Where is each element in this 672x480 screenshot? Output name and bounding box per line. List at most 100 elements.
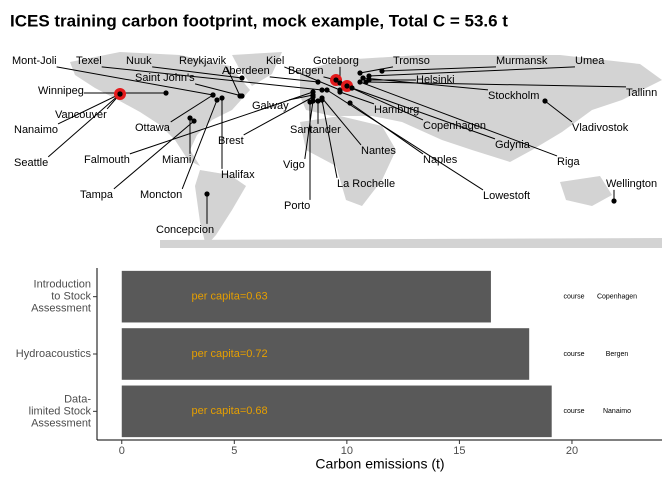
city-label: Texel xyxy=(76,55,102,67)
city-point xyxy=(310,94,316,100)
note-place: Copenhagen xyxy=(597,294,637,301)
bar-annotation: per capita=0.68 xyxy=(192,405,268,417)
city-point xyxy=(239,75,245,81)
city-label: Santander xyxy=(290,124,341,136)
city-label: Galway xyxy=(252,100,289,112)
leader-line xyxy=(351,87,496,140)
city-label: Goteborg xyxy=(313,55,359,67)
city-label: Seattle xyxy=(14,157,48,169)
leader-line xyxy=(170,94,214,123)
city-point xyxy=(210,92,216,98)
x-tick-label: 0 xyxy=(119,445,125,457)
city-label: Gdynia xyxy=(495,139,531,151)
leader-line xyxy=(194,83,243,97)
city-label: Nuuk xyxy=(126,55,152,67)
city-point xyxy=(163,90,169,96)
city-point xyxy=(319,97,325,103)
city-label: Murmansk xyxy=(496,55,548,67)
city-label: Copenhagen xyxy=(423,120,486,132)
city-label: Lowestoft xyxy=(483,190,530,202)
leader-line xyxy=(544,100,573,123)
x-tick-label: 15 xyxy=(453,445,465,457)
city-label: Miami xyxy=(162,154,191,166)
city-points xyxy=(114,68,617,204)
city-point xyxy=(344,83,350,89)
city-point xyxy=(315,98,321,104)
leader-line xyxy=(269,76,319,83)
city-label: Concepcion xyxy=(156,224,214,236)
leader-line xyxy=(47,93,121,158)
city-label: Vigo xyxy=(283,159,305,171)
land xyxy=(560,176,612,206)
leader-line xyxy=(181,99,218,190)
leader-line xyxy=(346,85,424,121)
leader-line xyxy=(304,100,314,159)
land xyxy=(232,52,282,86)
city-point xyxy=(337,89,343,95)
city-point xyxy=(347,100,353,106)
bar-annotation: per capita=0.63 xyxy=(192,291,268,303)
bar xyxy=(121,385,552,438)
city-point xyxy=(319,87,325,93)
city-point xyxy=(204,191,210,197)
city-point xyxy=(307,99,313,105)
city-label: Vancouver xyxy=(55,109,107,121)
city-point xyxy=(379,68,385,74)
leader-line xyxy=(243,96,314,136)
land xyxy=(160,238,662,248)
x-tick-label: 10 xyxy=(341,445,353,457)
bar-annotation: per capita=0.72 xyxy=(192,348,268,360)
x-tick-label: 5 xyxy=(231,445,237,457)
city-point xyxy=(187,115,193,121)
city-label: Stockholm xyxy=(488,90,539,102)
land xyxy=(195,170,246,246)
city-point xyxy=(542,98,548,104)
city-label: La Rochelle xyxy=(337,178,395,190)
city-point xyxy=(333,77,339,83)
city-point xyxy=(191,118,197,124)
city-point xyxy=(357,70,363,76)
city-label: Winnipeg xyxy=(38,85,84,97)
city-point xyxy=(315,79,321,85)
leader-line xyxy=(129,91,314,155)
city-label: Tampa xyxy=(80,189,114,201)
note-course: course xyxy=(563,408,584,415)
note-place: Nanaimo xyxy=(603,408,631,415)
note-place: Bergen xyxy=(606,351,629,358)
city-label: Halifax xyxy=(221,169,255,181)
city-label: Ottawa xyxy=(135,122,171,134)
city-point xyxy=(360,75,366,81)
city-label: Saint John's xyxy=(135,72,195,84)
land xyxy=(300,55,662,162)
city-label: Porto xyxy=(284,200,310,212)
city-label: Vladivostok xyxy=(572,122,629,134)
city-label: Umea xyxy=(575,55,605,67)
leader-line xyxy=(381,66,497,72)
x-tick-label: 20 xyxy=(566,445,578,457)
leader-line xyxy=(359,81,558,157)
leader-line xyxy=(113,120,195,190)
bar xyxy=(121,328,530,380)
city-point xyxy=(239,93,245,99)
leader-lines xyxy=(47,66,627,224)
city-label: Moncton xyxy=(140,189,182,201)
leader-line xyxy=(368,66,576,77)
city-label: Riga xyxy=(557,156,581,168)
y-tick-label: Introduction to Stock Assessment xyxy=(31,279,91,315)
note-course: course xyxy=(563,294,584,301)
city-point xyxy=(363,79,369,85)
city-point xyxy=(366,73,372,79)
city-label: Tromso xyxy=(393,55,430,67)
note-course: course xyxy=(563,351,584,358)
city-label: Hamburg xyxy=(374,104,419,116)
x-axis-title: Carbon emissions (t) xyxy=(315,456,444,472)
city-label: Aberdeen xyxy=(222,65,270,77)
city-label: Nanaimo xyxy=(14,124,58,136)
city-point xyxy=(357,79,363,85)
leader-line xyxy=(362,77,489,91)
y-tick-label: Hydroacoustics xyxy=(16,348,92,360)
leader-line xyxy=(339,91,375,105)
leader-line xyxy=(359,66,394,74)
